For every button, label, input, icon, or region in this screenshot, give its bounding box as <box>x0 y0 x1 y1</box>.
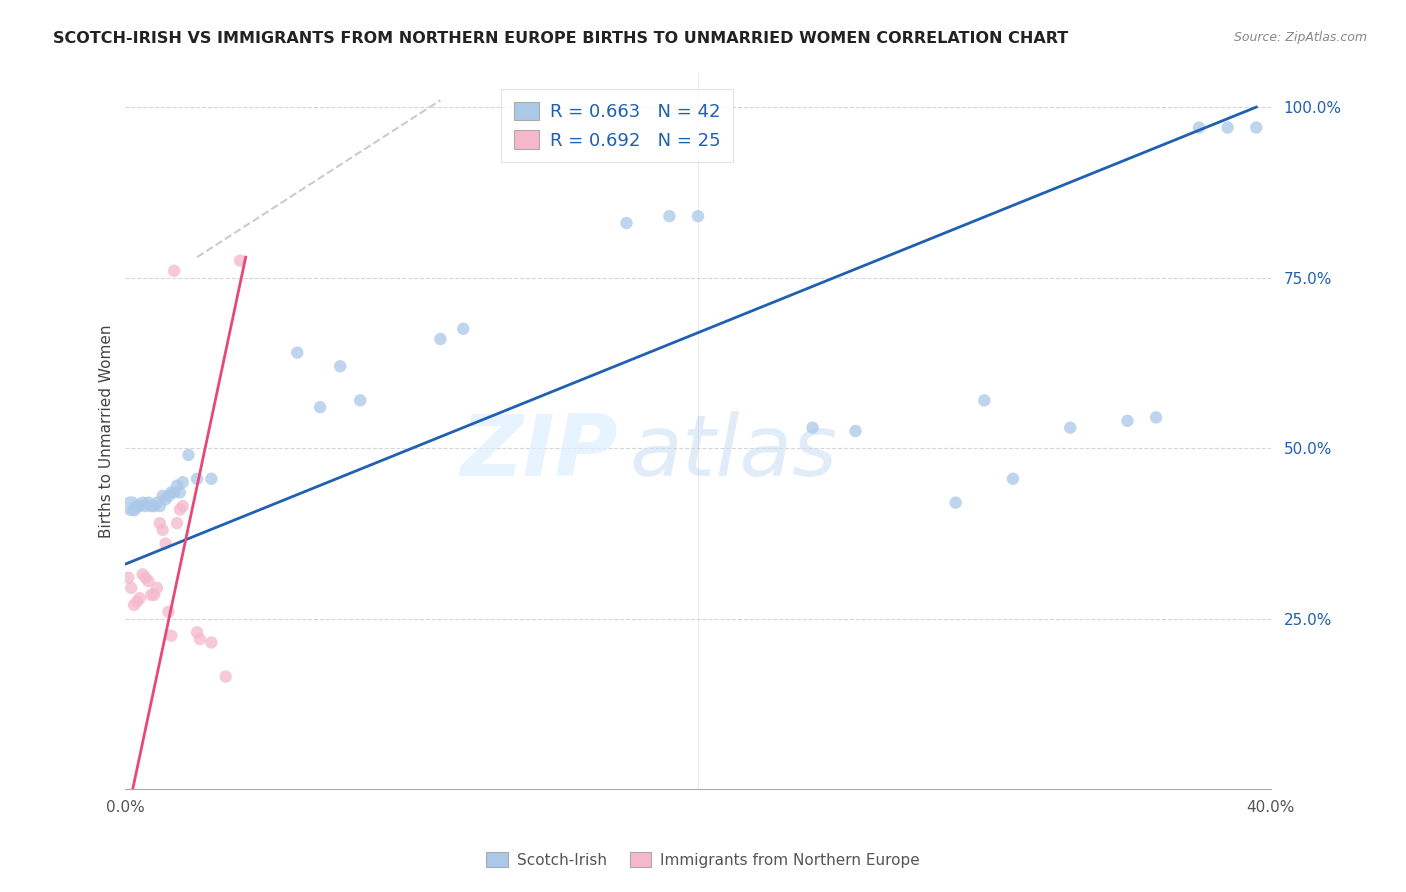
Point <box>453 322 475 336</box>
Point <box>1246 120 1268 135</box>
Point <box>200 635 222 649</box>
Point <box>186 472 208 486</box>
Point <box>120 581 142 595</box>
Point <box>329 359 352 374</box>
Point <box>146 581 169 595</box>
Point <box>1144 410 1167 425</box>
Y-axis label: Births to Unmarried Women: Births to Unmarried Women <box>100 325 114 538</box>
Point <box>125 499 148 513</box>
Point <box>801 420 824 434</box>
Point <box>177 448 200 462</box>
Point <box>285 345 308 359</box>
Point <box>200 472 222 486</box>
Point <box>973 393 995 408</box>
Point <box>138 496 160 510</box>
Point <box>149 516 172 530</box>
Point <box>128 591 150 606</box>
Point <box>155 492 177 507</box>
Point <box>134 499 156 513</box>
Point <box>163 485 186 500</box>
Point <box>616 216 638 230</box>
Point <box>1001 472 1024 486</box>
Point <box>172 499 194 513</box>
Point <box>149 499 172 513</box>
Point <box>1059 420 1081 434</box>
Point <box>1188 120 1211 135</box>
Point <box>143 499 166 513</box>
Point <box>134 571 156 585</box>
Point <box>1116 414 1139 428</box>
Point <box>152 489 174 503</box>
Point <box>166 478 188 492</box>
Point <box>188 632 211 646</box>
Point <box>155 536 177 550</box>
Legend: Scotch-Irish, Immigrants from Northern Europe: Scotch-Irish, Immigrants from Northern E… <box>479 846 927 873</box>
Point <box>429 332 451 346</box>
Point <box>844 424 866 438</box>
Point <box>186 625 208 640</box>
Point <box>157 489 180 503</box>
Point <box>169 502 191 516</box>
Point <box>128 499 150 513</box>
Point <box>141 499 163 513</box>
Point <box>122 502 145 516</box>
Point <box>131 567 153 582</box>
Point <box>658 209 681 223</box>
Point <box>229 253 252 268</box>
Point <box>160 485 183 500</box>
Point <box>125 594 148 608</box>
Point <box>215 670 238 684</box>
Point <box>152 523 174 537</box>
Point <box>349 393 371 408</box>
Legend: R = 0.663   N = 42, R = 0.692   N = 25: R = 0.663 N = 42, R = 0.692 N = 25 <box>501 89 733 162</box>
Point <box>166 516 188 530</box>
Text: SCOTCH-IRISH VS IMMIGRANTS FROM NORTHERN EUROPE BIRTHS TO UNMARRIED WOMEN CORREL: SCOTCH-IRISH VS IMMIGRANTS FROM NORTHERN… <box>53 31 1069 46</box>
Point <box>141 588 163 602</box>
Point <box>146 496 169 510</box>
Point <box>686 209 709 223</box>
Point <box>138 574 160 588</box>
Point <box>169 485 191 500</box>
Point <box>122 598 145 612</box>
Point <box>160 629 183 643</box>
Point <box>120 499 142 513</box>
Point <box>945 496 967 510</box>
Point <box>157 605 180 619</box>
Point <box>117 571 139 585</box>
Point <box>1216 120 1239 135</box>
Text: atlas: atlas <box>630 411 838 494</box>
Point <box>163 264 186 278</box>
Point <box>131 496 153 510</box>
Point <box>172 475 194 490</box>
Text: ZIP: ZIP <box>460 411 617 494</box>
Point <box>143 588 166 602</box>
Text: Source: ZipAtlas.com: Source: ZipAtlas.com <box>1233 31 1367 45</box>
Point <box>309 400 332 414</box>
